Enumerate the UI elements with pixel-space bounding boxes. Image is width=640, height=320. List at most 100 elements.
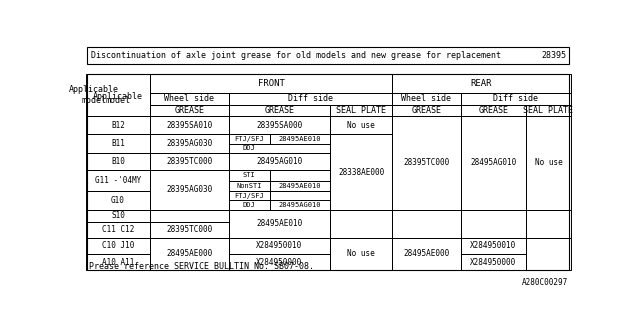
- Text: B12: B12: [111, 121, 125, 130]
- Bar: [229, 153, 330, 170]
- Text: 28395TC000: 28395TC000: [166, 226, 212, 235]
- Text: X284950010: X284950010: [257, 242, 303, 251]
- Bar: [229, 134, 330, 153]
- Bar: [150, 170, 229, 210]
- Bar: [330, 210, 392, 238]
- Text: G11 -'04MY: G11 -'04MY: [95, 176, 141, 185]
- Text: Applicable: Applicable: [93, 92, 143, 101]
- Bar: [86, 153, 150, 170]
- Text: 28495AG010: 28495AG010: [279, 202, 321, 208]
- Text: NonSTI: NonSTI: [237, 183, 262, 189]
- Bar: [461, 210, 527, 238]
- Bar: [461, 92, 571, 105]
- Text: SEAL PLATE: SEAL PLATE: [524, 106, 573, 115]
- Text: Wheel side: Wheel side: [164, 94, 214, 103]
- Bar: [86, 222, 150, 238]
- Text: No use: No use: [534, 158, 563, 167]
- Bar: [150, 105, 229, 116]
- Text: Discontinuation of axle joint grease for old models and new grease for replaceme: Discontinuation of axle joint grease for…: [92, 51, 501, 60]
- Text: C10 J10: C10 J10: [102, 242, 134, 251]
- Text: 28395TC000: 28395TC000: [166, 157, 212, 166]
- Bar: [150, 134, 229, 153]
- Text: A10 A11: A10 A11: [102, 258, 134, 267]
- Bar: [86, 238, 150, 254]
- Text: G10: G10: [111, 196, 125, 205]
- Text: 28395SA010: 28395SA010: [166, 121, 212, 130]
- Text: 28495AE010: 28495AE010: [279, 183, 321, 189]
- Text: X284950000: X284950000: [470, 258, 516, 267]
- Bar: [330, 238, 392, 270]
- Bar: [461, 105, 527, 116]
- Text: 28495AG010: 28495AG010: [257, 157, 303, 166]
- Bar: [150, 116, 229, 134]
- Bar: [330, 116, 392, 134]
- Text: Applicable
model: Applicable model: [68, 85, 118, 105]
- Bar: [150, 153, 229, 170]
- Bar: [527, 105, 571, 116]
- Bar: [392, 238, 461, 270]
- Text: Prease reference SERVICE BULLTIN No. SB07-08.: Prease reference SERVICE BULLTIN No. SB0…: [89, 262, 314, 271]
- Text: model: model: [106, 96, 131, 105]
- Bar: [527, 210, 571, 238]
- Text: 28338AE000: 28338AE000: [338, 168, 385, 177]
- Text: 28495AE010: 28495AE010: [279, 136, 321, 142]
- Bar: [527, 238, 571, 270]
- Text: Diff side: Diff side: [493, 94, 538, 103]
- Text: 28395: 28395: [541, 51, 566, 60]
- Bar: [86, 254, 150, 270]
- Text: C11 C12: C11 C12: [102, 226, 134, 235]
- Bar: [392, 210, 461, 238]
- Text: 28495AG010: 28495AG010: [470, 158, 516, 167]
- Bar: [150, 74, 392, 92]
- Bar: [229, 254, 330, 270]
- Text: FTJ/SFJ: FTJ/SFJ: [234, 136, 264, 142]
- Text: No use: No use: [348, 121, 375, 130]
- Bar: [86, 210, 150, 222]
- Bar: [229, 170, 330, 191]
- Text: X284950010: X284950010: [470, 242, 516, 251]
- Text: 28395AG030: 28395AG030: [166, 185, 212, 195]
- Text: FRONT: FRONT: [258, 79, 284, 88]
- Text: S10: S10: [111, 211, 125, 220]
- Bar: [330, 134, 392, 210]
- Text: GREASE: GREASE: [264, 106, 294, 115]
- Bar: [392, 105, 461, 116]
- Bar: [229, 191, 330, 210]
- Text: 28395TC000: 28395TC000: [403, 158, 449, 167]
- Text: GREASE: GREASE: [479, 106, 508, 115]
- Bar: [330, 105, 392, 116]
- Text: STI: STI: [243, 172, 256, 179]
- Bar: [229, 116, 330, 134]
- Text: Diff side: Diff side: [288, 94, 333, 103]
- Bar: [461, 238, 527, 254]
- Bar: [392, 116, 461, 210]
- Text: SEAL PLATE: SEAL PLATE: [337, 106, 387, 115]
- Bar: [88, 74, 568, 270]
- Text: DDJ: DDJ: [243, 202, 256, 208]
- Bar: [392, 92, 461, 105]
- Bar: [150, 238, 229, 270]
- Bar: [88, 47, 568, 64]
- Bar: [86, 134, 150, 153]
- Bar: [229, 210, 330, 238]
- Text: B11: B11: [111, 139, 125, 148]
- Bar: [229, 238, 330, 254]
- Bar: [86, 116, 150, 134]
- Text: 28495AE000: 28495AE000: [403, 250, 449, 259]
- Bar: [150, 222, 229, 238]
- Text: 28495AE000: 28495AE000: [166, 250, 212, 259]
- Bar: [86, 74, 150, 116]
- Text: X284950000: X284950000: [257, 258, 303, 267]
- Text: 28395SA000: 28395SA000: [257, 121, 303, 130]
- Bar: [527, 116, 571, 210]
- Bar: [229, 105, 330, 116]
- Bar: [150, 210, 229, 222]
- Text: B10: B10: [111, 157, 125, 166]
- Text: A280C00297: A280C00297: [522, 278, 568, 287]
- Bar: [392, 74, 571, 92]
- Text: 28395AG030: 28395AG030: [166, 139, 212, 148]
- Bar: [461, 254, 527, 270]
- Text: GREASE: GREASE: [412, 106, 442, 115]
- Bar: [86, 170, 150, 191]
- Bar: [229, 92, 392, 105]
